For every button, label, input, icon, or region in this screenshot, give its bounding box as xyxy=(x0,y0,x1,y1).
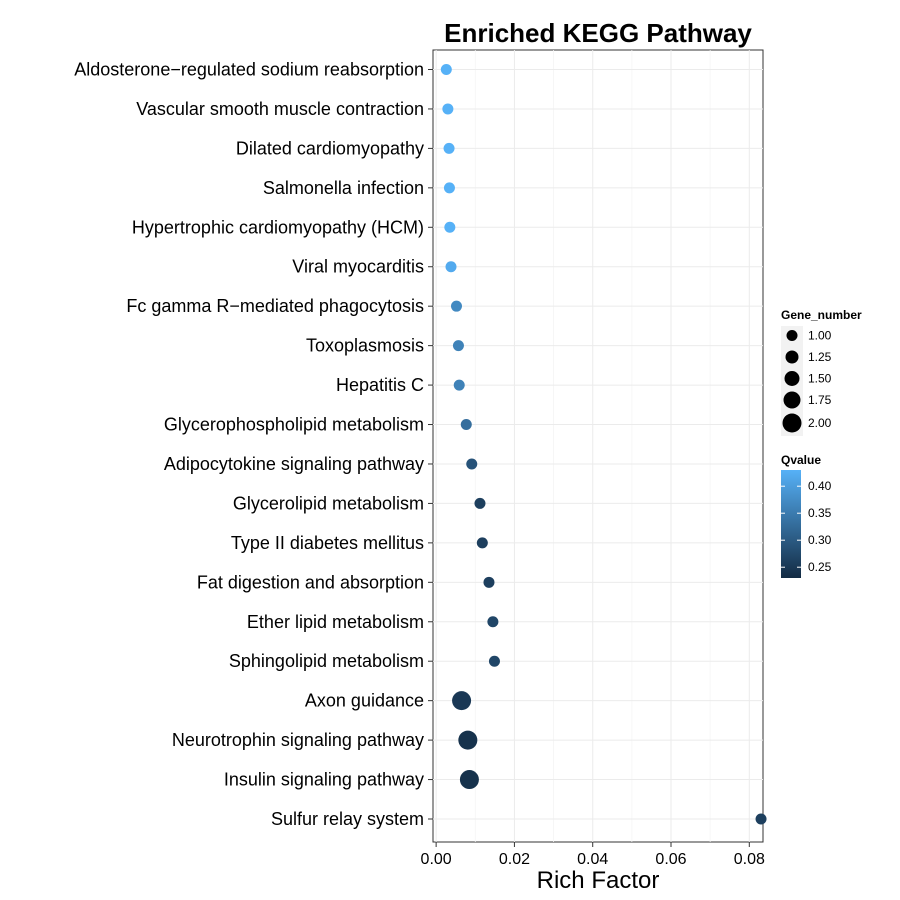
y-axis-label: Insulin signaling pathway xyxy=(224,770,424,790)
data-point xyxy=(466,458,478,470)
x-axis-tick-label: 0.06 xyxy=(655,851,686,868)
data-point xyxy=(460,419,472,431)
data-point xyxy=(755,813,767,825)
y-axis-label: Type II diabetes mellitus xyxy=(231,533,424,553)
size-legend-key xyxy=(785,350,799,364)
size-legend-label: 1.25 xyxy=(808,350,832,364)
data-point xyxy=(445,261,457,273)
y-axis-label: Neurotrophin signaling pathway xyxy=(172,730,424,750)
size-legend-label: 1.00 xyxy=(808,329,832,343)
data-point xyxy=(474,497,486,509)
size-legend-key xyxy=(783,391,801,409)
data-point xyxy=(453,379,465,391)
color-legend-label: 0.25 xyxy=(808,560,832,574)
y-axis-label: Dilated cardiomyopathy xyxy=(236,138,424,158)
y-axis-label: Vascular smooth muscle contraction xyxy=(136,99,424,119)
color-legend-label: 0.35 xyxy=(808,506,832,520)
size-legend-key xyxy=(782,413,802,433)
plot-panel xyxy=(432,49,764,843)
y-axis-labels: Aldosterone−regulated sodium reabsorptio… xyxy=(74,60,433,829)
y-axis-label: Viral myocarditis xyxy=(292,257,424,277)
y-axis-label: Sphingolipid metabolism xyxy=(229,651,424,671)
data-point xyxy=(440,64,452,75)
x-axis-tick-label: 0.04 xyxy=(577,851,608,868)
data-point xyxy=(483,576,495,588)
data-point xyxy=(459,770,479,790)
data-point xyxy=(476,537,488,549)
color-legend-label: 0.40 xyxy=(808,479,832,493)
data-point xyxy=(458,730,478,750)
size-legend-label: 2.00 xyxy=(808,416,832,430)
x-axis-tick-label: 0.00 xyxy=(421,851,452,868)
y-axis-label: Aldosterone−regulated sodium reabsorptio… xyxy=(74,60,424,80)
y-axis-label: Toxoplasmosis xyxy=(306,336,424,356)
size-legend-title: Gene_number xyxy=(781,308,862,322)
color-legend-bar xyxy=(781,470,801,578)
chart-title: Enriched KEGG Pathway xyxy=(444,18,752,48)
color-legend-label: 0.30 xyxy=(808,533,832,547)
size-legend-label: 1.75 xyxy=(808,393,832,407)
data-point xyxy=(452,340,464,352)
color-legend-title: Qvalue xyxy=(781,453,821,467)
color-legend: Qvalue 0.40 0.35 0.30 0.25 xyxy=(781,453,832,578)
y-axis-label: Glycerophospholipid metabolism xyxy=(164,415,424,435)
data-point xyxy=(487,616,499,628)
x-axis: 0.00 0.02 0.04 0.06 0.08 xyxy=(421,842,765,868)
size-legend-key xyxy=(784,371,800,386)
data-point xyxy=(450,300,462,312)
data-point xyxy=(488,655,500,667)
y-axis-label: Adipocytokine signaling pathway xyxy=(164,454,424,474)
data-points xyxy=(440,64,767,825)
y-axis-label: Ether lipid metabolism xyxy=(247,612,424,632)
y-axis-label: Axon guidance xyxy=(305,691,424,711)
y-axis-label: Salmonella infection xyxy=(263,178,424,198)
data-point xyxy=(444,221,456,233)
data-point xyxy=(443,142,455,154)
data-point xyxy=(443,182,455,194)
x-axis-tick-label: 0.02 xyxy=(499,851,530,868)
x-axis-tick-label: 0.08 xyxy=(734,851,765,868)
y-axis-label: Sulfur relay system xyxy=(271,809,424,829)
y-axis-label: Hypertrophic cardiomyopathy (HCM) xyxy=(132,217,424,237)
data-point xyxy=(452,691,472,711)
y-axis-label: Glycerolipid metabolism xyxy=(233,493,424,513)
data-point xyxy=(442,103,454,115)
x-axis-title: Rich Factor xyxy=(537,867,660,894)
y-axis-label: Hepatitis C xyxy=(336,375,424,395)
size-legend: Gene_number 1.00 1.25 1.50 1.75 2.00 xyxy=(781,308,862,436)
grid-lines xyxy=(433,50,763,842)
y-axis-label: Fc gamma R−mediated phagocytosis xyxy=(126,296,424,316)
size-legend-label: 1.50 xyxy=(808,372,832,386)
size-legend-key xyxy=(786,330,798,341)
y-axis-label: Fat digestion and absorption xyxy=(197,572,424,592)
